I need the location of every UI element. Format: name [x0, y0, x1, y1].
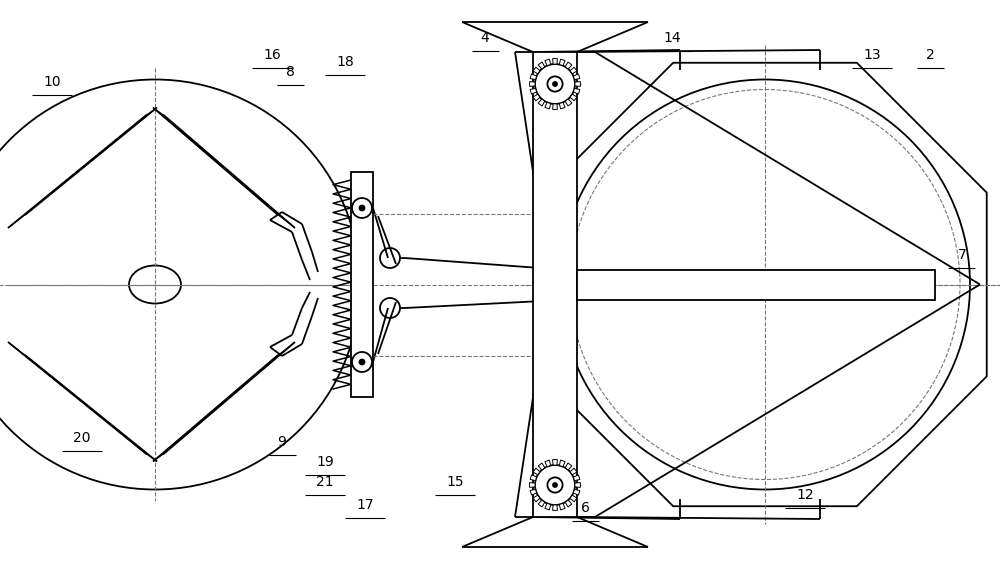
- Text: 6: 6: [581, 501, 589, 515]
- Circle shape: [360, 360, 365, 365]
- Text: 20: 20: [73, 431, 91, 445]
- Polygon shape: [543, 63, 987, 506]
- Text: 19: 19: [316, 455, 334, 469]
- Polygon shape: [545, 460, 551, 467]
- Text: 10: 10: [43, 75, 61, 89]
- Polygon shape: [570, 468, 577, 475]
- Polygon shape: [538, 463, 545, 470]
- Polygon shape: [559, 59, 565, 65]
- Polygon shape: [570, 67, 577, 74]
- Polygon shape: [530, 81, 535, 86]
- Circle shape: [360, 205, 365, 211]
- Polygon shape: [530, 489, 537, 495]
- Text: 15: 15: [446, 475, 464, 489]
- Polygon shape: [570, 94, 577, 101]
- Polygon shape: [553, 104, 557, 109]
- Polygon shape: [533, 468, 540, 475]
- Polygon shape: [553, 59, 557, 64]
- Text: 16: 16: [263, 48, 281, 62]
- Polygon shape: [565, 500, 572, 507]
- Polygon shape: [530, 483, 535, 488]
- Polygon shape: [573, 489, 580, 495]
- Polygon shape: [559, 102, 565, 109]
- Polygon shape: [565, 463, 572, 470]
- Polygon shape: [573, 475, 580, 481]
- Polygon shape: [545, 102, 551, 109]
- Polygon shape: [553, 460, 557, 465]
- Text: 21: 21: [316, 475, 334, 489]
- Polygon shape: [570, 495, 577, 502]
- Bar: [577, 270, 935, 299]
- Polygon shape: [565, 99, 572, 106]
- Polygon shape: [8, 108, 157, 228]
- Polygon shape: [533, 67, 540, 74]
- Text: 9: 9: [278, 435, 286, 449]
- Circle shape: [553, 82, 557, 86]
- Bar: [533, 52, 577, 517]
- Polygon shape: [538, 500, 545, 507]
- Polygon shape: [538, 62, 545, 69]
- Polygon shape: [575, 81, 580, 86]
- Polygon shape: [575, 483, 580, 488]
- Polygon shape: [573, 74, 580, 80]
- Polygon shape: [530, 74, 537, 80]
- Polygon shape: [533, 495, 540, 502]
- Text: 4: 4: [481, 31, 489, 45]
- Text: 12: 12: [796, 488, 814, 502]
- Polygon shape: [530, 88, 537, 94]
- Text: 14: 14: [663, 31, 681, 45]
- Polygon shape: [538, 99, 545, 106]
- Polygon shape: [153, 342, 295, 461]
- Polygon shape: [559, 504, 565, 510]
- Circle shape: [553, 483, 557, 487]
- Polygon shape: [565, 62, 572, 69]
- Polygon shape: [530, 475, 537, 481]
- Ellipse shape: [129, 266, 181, 303]
- Polygon shape: [153, 108, 295, 228]
- Text: 17: 17: [356, 498, 374, 512]
- Text: 13: 13: [863, 48, 881, 62]
- Polygon shape: [8, 342, 157, 461]
- Polygon shape: [545, 504, 551, 510]
- Polygon shape: [533, 94, 540, 101]
- Bar: [351, 172, 373, 397]
- Polygon shape: [573, 88, 580, 94]
- Text: 7: 7: [958, 248, 966, 262]
- Text: 8: 8: [286, 65, 294, 79]
- Polygon shape: [559, 460, 565, 467]
- Text: 2: 2: [926, 48, 934, 62]
- Text: 18: 18: [336, 55, 354, 69]
- Polygon shape: [545, 59, 551, 65]
- Polygon shape: [553, 505, 557, 510]
